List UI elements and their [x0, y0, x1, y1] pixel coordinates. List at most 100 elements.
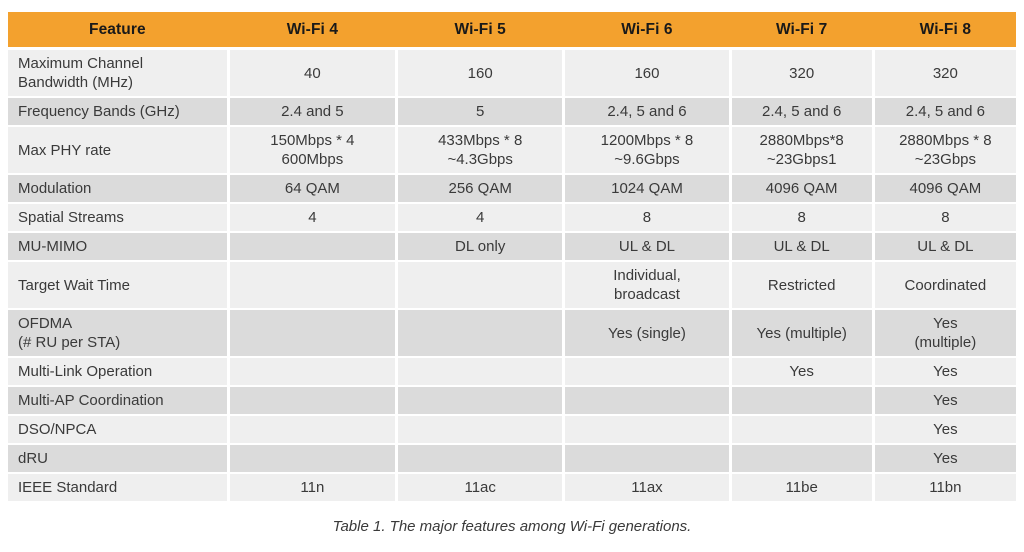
- value-cell: 2.4, 5 and 6: [565, 98, 729, 125]
- value-cell: [398, 445, 563, 472]
- feature-cell: OFDMA (# RU per STA): [8, 310, 227, 356]
- value-cell: 1200Mbps * 8 ~9.6Gbps: [565, 127, 729, 173]
- value-cell: Yes: [874, 358, 1016, 385]
- table-row: Multi-Link Operation Yes Yes: [8, 358, 1016, 385]
- value-cell: 4096 QAM: [874, 175, 1016, 202]
- table-body: Maximum Channel Bandwidth (MHz) 40 160 1…: [8, 50, 1016, 501]
- value-cell: 11ax: [565, 474, 729, 501]
- value-cell: [229, 262, 396, 308]
- value-cell: 150Mbps * 4 600Mbps: [229, 127, 396, 173]
- value-cell: Yes (multiple): [731, 310, 872, 356]
- value-cell: [565, 416, 729, 443]
- table-caption: Table 1. The major features among Wi-Fi …: [332, 518, 692, 535]
- value-cell: 11ac: [398, 474, 563, 501]
- value-cell: [731, 445, 872, 472]
- table-row: OFDMA (# RU per STA) Yes (single) Yes (m…: [8, 310, 1016, 356]
- value-cell: [229, 387, 396, 414]
- value-cell: 160: [398, 50, 563, 96]
- feature-cell: Frequency Bands (GHz): [8, 98, 227, 125]
- value-cell: Individual, broadcast: [565, 262, 729, 308]
- value-cell: 64 QAM: [229, 175, 396, 202]
- value-cell: Yes: [874, 416, 1016, 443]
- value-cell: 40: [229, 50, 396, 96]
- value-cell: 2880Mbps * 8 ~23Gbps: [874, 127, 1016, 173]
- table-row: Spatial Streams 4 4 8 8 8: [8, 204, 1016, 231]
- value-cell: [398, 387, 563, 414]
- value-cell: 8: [565, 204, 729, 231]
- value-cell: UL & DL: [874, 233, 1016, 260]
- value-cell: [731, 416, 872, 443]
- value-cell: [229, 233, 396, 260]
- table-row: dRU Yes: [8, 445, 1016, 472]
- wifi-comparison-table: Feature Wi-Fi 4 Wi-Fi 5 Wi-Fi 6 Wi-Fi 7 …: [8, 12, 1016, 501]
- value-cell: Yes (single): [565, 310, 729, 356]
- value-cell: 1024 QAM: [565, 175, 729, 202]
- value-cell: 320: [731, 50, 872, 96]
- value-cell: Yes: [874, 445, 1016, 472]
- value-cell: [565, 445, 729, 472]
- value-cell: [229, 416, 396, 443]
- value-cell: [565, 387, 729, 414]
- table-row: Multi-AP Coordination Yes: [8, 387, 1016, 414]
- feature-cell: IEEE Standard: [8, 474, 227, 501]
- value-cell: 256 QAM: [398, 175, 563, 202]
- table-row: IEEE Standard 11n 11ac 11ax 11be 11bn: [8, 474, 1016, 501]
- value-cell: Yes (multiple): [874, 310, 1016, 356]
- table-row: Frequency Bands (GHz) 2.4 and 5 5 2.4, 5…: [8, 98, 1016, 125]
- value-cell: 4: [398, 204, 563, 231]
- value-cell: Yes: [874, 387, 1016, 414]
- value-cell: 4: [229, 204, 396, 231]
- column-header-wifi8: Wi-Fi 8: [919, 20, 972, 38]
- feature-cell: DSO/NPCA: [8, 416, 227, 443]
- feature-cell: Target Wait Time: [8, 262, 227, 308]
- feature-cell: Multi-AP Coordination: [8, 387, 227, 414]
- value-cell: UL & DL: [731, 233, 872, 260]
- value-cell: [398, 358, 563, 385]
- value-cell: 2880Mbps*8 ~23Gbps1: [731, 127, 872, 173]
- table-row: Modulation 64 QAM 256 QAM 1024 QAM 4096 …: [8, 175, 1016, 202]
- feature-cell: Max PHY rate: [8, 127, 227, 173]
- value-cell: 11bn: [874, 474, 1016, 501]
- value-cell: [398, 416, 563, 443]
- value-cell: Restricted: [731, 262, 872, 308]
- column-header-feature: Feature: [89, 20, 146, 38]
- feature-cell: dRU: [8, 445, 227, 472]
- value-cell: 8: [874, 204, 1016, 231]
- column-header-wifi7: Wi-Fi 7: [775, 20, 828, 38]
- value-cell: [229, 445, 396, 472]
- value-cell: 2.4 and 5: [229, 98, 396, 125]
- value-cell: [398, 262, 563, 308]
- feature-cell: Modulation: [8, 175, 227, 202]
- value-cell: [398, 310, 563, 356]
- table-row: Target Wait Time Individual, broadcast R…: [8, 262, 1016, 308]
- value-cell: DL only: [398, 233, 563, 260]
- value-cell: 5: [398, 98, 563, 125]
- feature-cell: Maximum Channel Bandwidth (MHz): [8, 50, 227, 96]
- feature-cell: MU-MIMO: [8, 233, 227, 260]
- value-cell: 320: [874, 50, 1016, 96]
- column-header-wifi4: Wi-Fi 4: [286, 20, 339, 38]
- value-cell: UL & DL: [565, 233, 729, 260]
- value-cell: 2.4, 5 and 6: [731, 98, 872, 125]
- feature-cell: Multi-Link Operation: [8, 358, 227, 385]
- value-cell: [565, 358, 729, 385]
- value-cell: 433Mbps * 8 ~4.3Gbps: [398, 127, 563, 173]
- value-cell: 11be: [731, 474, 872, 501]
- value-cell: [229, 310, 396, 356]
- value-cell: [229, 358, 396, 385]
- value-cell: 4096 QAM: [731, 175, 872, 202]
- column-header-wifi5: Wi-Fi 5: [454, 20, 506, 38]
- value-cell: Coordinated: [874, 262, 1016, 308]
- feature-cell: Spatial Streams: [8, 204, 227, 231]
- value-cell: 160: [565, 50, 729, 96]
- table-header-row: Feature Wi-Fi 4 Wi-Fi 5 Wi-Fi 6 Wi-Fi 7 …: [8, 12, 1016, 47]
- value-cell: 8: [731, 204, 872, 231]
- value-cell: [731, 387, 872, 414]
- table-row: MU-MIMO DL only UL & DL UL & DL UL & DL: [8, 233, 1016, 260]
- value-cell: 2.4, 5 and 6: [874, 98, 1016, 125]
- column-header-wifi6: Wi-Fi 6: [621, 20, 673, 38]
- value-cell: Yes: [731, 358, 872, 385]
- table-row: DSO/NPCA Yes: [8, 416, 1016, 443]
- table-row: Max PHY rate 150Mbps * 4 600Mbps 433Mbps…: [8, 127, 1016, 173]
- value-cell: 11n: [229, 474, 396, 501]
